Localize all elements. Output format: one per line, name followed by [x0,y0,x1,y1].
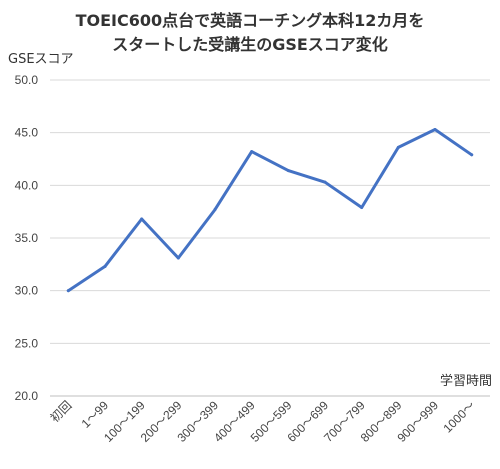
data-point [433,128,437,132]
data-point [286,169,290,173]
y-tick-label: 30.0 [15,284,39,298]
data-point [103,264,107,268]
y-axis-title: GSEスコア [8,52,74,67]
data-point [323,180,327,184]
chart-title-line2: スタートした受講生のGSEスコア変化 [112,35,388,54]
data-point [66,289,70,293]
series-layer [66,128,474,293]
series-line [66,128,474,293]
y-tick-label: 45.0 [15,126,39,140]
y-tick-label: 20.0 [15,389,39,403]
y-tick-label: 50.0 [15,73,39,87]
chart-title-line1: TOEIC600点台で英語コーチング本科12カ月を [76,11,425,30]
gridlines [50,79,490,397]
y-axis-ticks: 50.0 45.0 40.0 35.0 30.0 25.0 20.0 [15,73,39,403]
x-axis-ticks: 初回 1～99100～199200～299300～399400～499500～59… [48,398,478,445]
data-point [176,256,180,260]
data-point [470,153,474,157]
y-tick-label: 35.0 [15,231,39,245]
x-tick-label: 900～999 [394,398,441,445]
x-tick-label: 1000～ [441,398,478,435]
x-tick-label: 初回 [48,398,75,425]
data-point [360,205,364,209]
data-point [140,217,144,221]
x-axis-title: 学習時間 [440,373,492,389]
data-point [396,145,400,149]
y-tick-label: 40.0 [15,178,39,192]
data-point [213,208,217,212]
data-point [250,150,254,154]
y-tick-label: 25.0 [15,336,39,350]
x-tick-label: 1～99 [79,398,112,431]
